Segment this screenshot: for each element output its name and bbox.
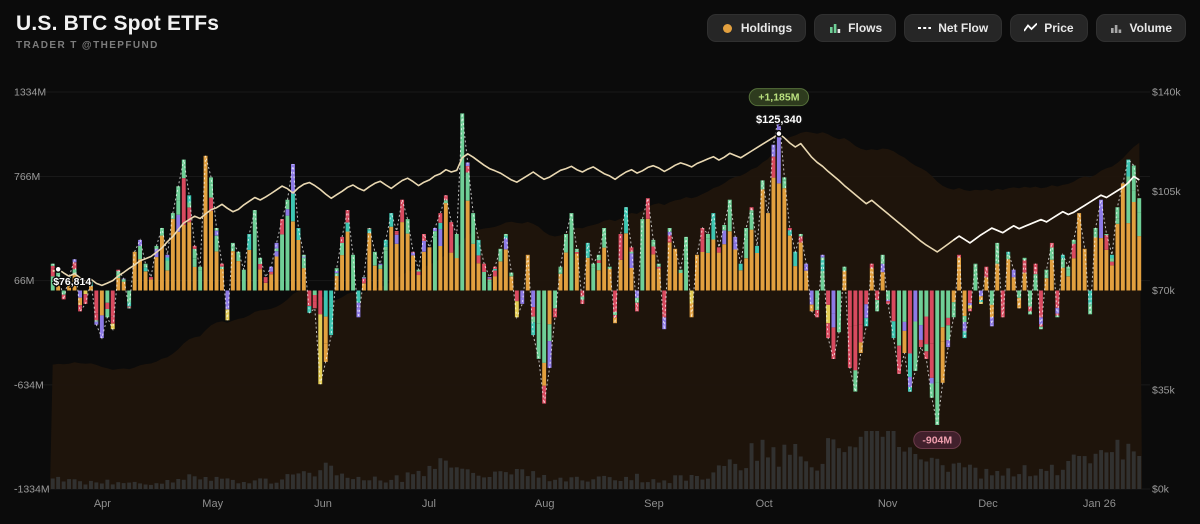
netflow-dashed-line-icon — [918, 22, 932, 35]
axis-labels: 1334M 766M 66M -634M -1334M $140k $105k $70k $35… — [14, 87, 1181, 511]
toggle-netflow-label: Net Flow — [938, 21, 989, 35]
holdings-dot-icon — [721, 22, 734, 35]
toggle-flows-button[interactable]: Flows — [814, 14, 897, 42]
chart-area: 1334M 766M 66M -634M -1334M $140k $105k $70k $35… — [0, 64, 1200, 524]
svg-text:May: May — [202, 498, 223, 510]
netflow-dashed-line — [52, 113, 1140, 426]
toggle-price-label: Price — [1044, 21, 1074, 35]
svg-text:Aug: Aug — [535, 498, 555, 510]
svg-text:$35k: $35k — [1152, 384, 1176, 396]
svg-text:-1334M: -1334M — [14, 484, 50, 496]
svg-text:Apr: Apr — [94, 498, 111, 510]
svg-text:$125,340: $125,340 — [756, 114, 802, 126]
volume-bars-icon — [1110, 22, 1123, 35]
svg-text:-634M: -634M — [14, 379, 44, 391]
svg-text:66M: 66M — [14, 275, 34, 287]
svg-text:$70k: $70k — [1152, 285, 1176, 297]
svg-text:Jun: Jun — [314, 498, 332, 510]
svg-text:Nov: Nov — [878, 498, 898, 510]
flow-bars — [50, 113, 1142, 425]
svg-text:$105k: $105k — [1152, 186, 1181, 198]
toggle-holdings-label: Holdings — [740, 21, 793, 35]
toggle-flows-label: Flows — [848, 21, 883, 35]
page-subtitle: TRADER T @THEPFUND — [16, 40, 159, 51]
svg-text:$76,814: $76,814 — [53, 276, 91, 288]
holdings-area — [50, 131, 1142, 489]
header: U.S. BTC Spot ETFs TRADER T @THEPFUND Ho… — [0, 0, 1200, 64]
svg-text:Dec: Dec — [978, 498, 998, 510]
chart-annotations: $76,814 +1,185M $125,340 -904M — [52, 88, 962, 450]
volume-bars — [50, 431, 1142, 489]
svg-text:$140k: $140k — [1152, 87, 1181, 99]
svg-text:-904M: -904M — [922, 435, 952, 447]
svg-text:1334M: 1334M — [14, 87, 46, 99]
svg-text:Sep: Sep — [644, 498, 664, 510]
price-zigzag-icon — [1024, 22, 1038, 35]
svg-text:Jul: Jul — [422, 498, 436, 510]
price-line — [52, 132, 1140, 287]
toggle-price-button[interactable]: Price — [1010, 14, 1088, 42]
flows-bars-icon — [828, 22, 841, 35]
toggle-volume-button[interactable]: Volume — [1095, 14, 1186, 42]
page-title: U.S. BTC Spot ETFs — [16, 12, 220, 35]
svg-text:Jan 26: Jan 26 — [1083, 498, 1116, 510]
title-block: U.S. BTC Spot ETFs TRADER T @THEPFUND — [16, 12, 219, 51]
series-toggle-toolbar: Holdings Flows Net Flow Price — [706, 14, 1186, 42]
svg-text:+1,185M: +1,185M — [758, 92, 799, 104]
toggle-netflow-button[interactable]: Net Flow — [904, 14, 1003, 42]
svg-text:$0k: $0k — [1152, 484, 1170, 496]
toggle-holdings-button[interactable]: Holdings — [706, 14, 807, 42]
chart-canvas[interactable]: 1334M 766M 66M -634M -1334M $140k $105k $70k $35… — [0, 64, 1200, 524]
svg-text:Oct: Oct — [756, 498, 773, 510]
toggle-volume-label: Volume — [1129, 21, 1172, 35]
svg-text:766M: 766M — [14, 171, 40, 183]
